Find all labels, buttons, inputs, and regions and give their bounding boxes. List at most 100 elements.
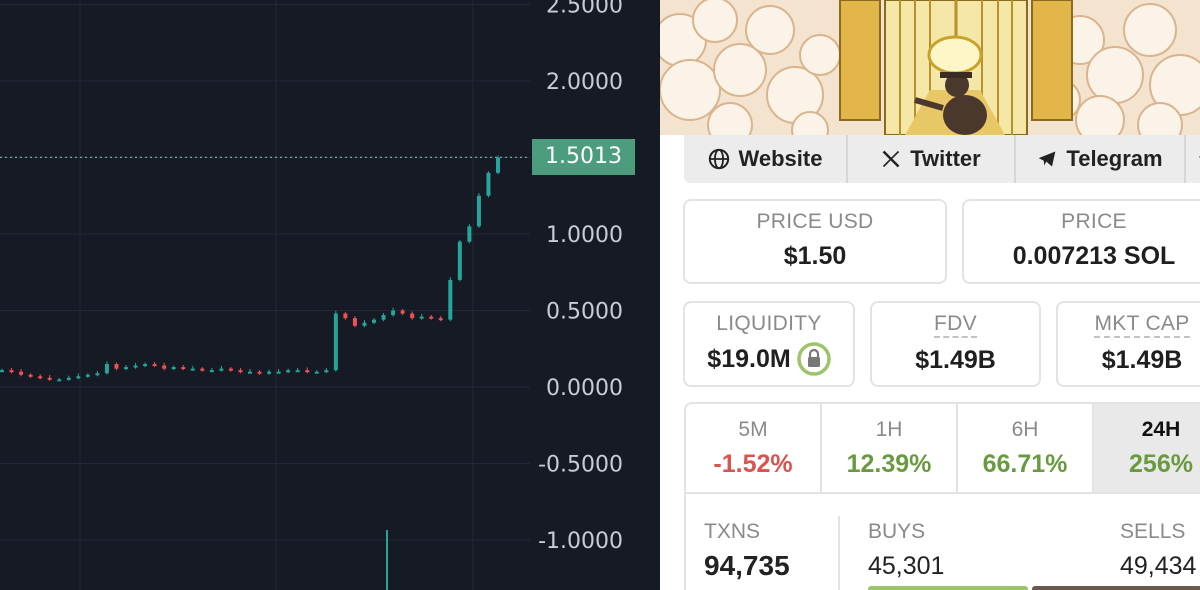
price-sol-label: PRICE bbox=[1061, 210, 1127, 233]
candle-body bbox=[28, 374, 33, 377]
candle-body bbox=[362, 322, 367, 326]
candle-body bbox=[400, 310, 405, 314]
fdv-label[interactable]: FDV bbox=[934, 312, 977, 338]
price-tick-label: -0.5000 bbox=[538, 453, 623, 478]
website-label: Website bbox=[738, 146, 823, 171]
candle-body bbox=[257, 371, 262, 374]
telegram-label: Telegram bbox=[1066, 146, 1163, 171]
mkt-cap-label[interactable]: MKT CAP bbox=[1094, 312, 1190, 338]
candle-body bbox=[438, 318, 443, 321]
chart-canvas[interactable]: 2.50002.00001.50001.00000.50000.0000-0.5… bbox=[0, 0, 660, 590]
buys-label: BUYS bbox=[868, 520, 926, 543]
candle-body bbox=[333, 313, 338, 371]
fdv-value: $1.49B bbox=[915, 346, 996, 374]
candle-body bbox=[76, 376, 81, 379]
candle-body bbox=[152, 364, 157, 367]
candle-body bbox=[228, 368, 233, 371]
candle-body bbox=[381, 315, 386, 320]
period-change: 66.71% bbox=[982, 450, 1068, 478]
candle-body bbox=[219, 368, 224, 371]
candle-body bbox=[343, 313, 348, 319]
period-label: 5M bbox=[738, 418, 768, 441]
price-sol-value: 0.007213 SOL bbox=[1012, 242, 1176, 270]
candle-body bbox=[324, 370, 329, 373]
candle-body bbox=[95, 373, 100, 376]
lock-icon[interactable] bbox=[796, 342, 831, 376]
candle-body bbox=[200, 368, 205, 371]
last-price-tag: 1.5013 bbox=[532, 139, 635, 176]
liquidity-card: LIQUIDITY $19.0M bbox=[683, 301, 855, 387]
candle-body bbox=[267, 371, 272, 374]
period-label: 1H bbox=[875, 418, 903, 441]
divider bbox=[838, 516, 840, 590]
candle-body bbox=[314, 371, 319, 374]
sells-value: 49,434 bbox=[1120, 552, 1197, 580]
candle-body bbox=[124, 367, 128, 370]
candle-body bbox=[248, 371, 252, 374]
price-tick-label: 1.0000 bbox=[546, 223, 623, 248]
candle-body bbox=[162, 365, 167, 369]
more-links-button[interactable] bbox=[1186, 135, 1200, 183]
price-usd-card: PRICE USD $1.50 bbox=[683, 199, 947, 284]
buys-bar bbox=[868, 586, 1028, 590]
sells-bar bbox=[1032, 586, 1200, 590]
tab-24h[interactable]: 24H 256% bbox=[1094, 404, 1200, 492]
candle-body bbox=[0, 370, 4, 373]
sells-label: SELLS bbox=[1120, 520, 1186, 543]
candle-body bbox=[38, 376, 43, 379]
candle-body bbox=[104, 364, 109, 374]
tab-6h[interactable]: 6H 66.71% bbox=[958, 404, 1094, 492]
price-chart[interactable]: 2.50002.00001.50001.00000.50000.0000-0.5… bbox=[0, 0, 660, 590]
token-info-panel: Website Twitter Telegram PRICE USD $1.50… bbox=[660, 0, 1200, 590]
fdv-card: FDV $1.49B bbox=[870, 301, 1041, 387]
price-tick-label: 2.5000 bbox=[546, 0, 623, 19]
candle-body bbox=[209, 370, 214, 373]
twitter-label: Twitter bbox=[910, 146, 981, 171]
price-usd-label: PRICE USD bbox=[756, 210, 874, 233]
price-tick-label: 0.0000 bbox=[546, 376, 623, 401]
candle-body bbox=[143, 364, 148, 367]
candle-body bbox=[419, 316, 424, 319]
buys-value: 45,301 bbox=[868, 552, 945, 580]
candle-body bbox=[295, 370, 300, 373]
candle-body bbox=[9, 370, 14, 373]
candle-body bbox=[57, 379, 62, 382]
candle-body bbox=[391, 310, 396, 316]
globe-icon bbox=[708, 148, 729, 170]
candle-body bbox=[133, 365, 138, 368]
txns-value: 94,735 bbox=[704, 550, 790, 581]
candle-body bbox=[66, 377, 71, 380]
candle-body bbox=[276, 371, 281, 374]
candle-body bbox=[410, 313, 415, 319]
candle-body bbox=[448, 279, 453, 320]
candle-body bbox=[476, 195, 481, 227]
candlestick-series bbox=[0, 155, 500, 590]
candle-body bbox=[190, 368, 195, 371]
candle-body bbox=[305, 370, 310, 373]
period-change: 256% bbox=[1129, 450, 1193, 478]
liquidity-value: $19.0M bbox=[707, 344, 791, 373]
price-tick-label: 2.0000 bbox=[546, 70, 623, 95]
candle-body bbox=[352, 318, 357, 326]
candle-body bbox=[85, 374, 90, 377]
chart-grid bbox=[0, 0, 530, 590]
telegram-button[interactable]: Telegram bbox=[1016, 135, 1186, 183]
candle-body bbox=[429, 316, 434, 319]
period-label: 6H bbox=[1011, 418, 1039, 441]
token-banner-image bbox=[660, 0, 1200, 135]
x-logo-icon bbox=[882, 150, 900, 168]
price-change-tabs: 5M -1.52% 1H 12.39% 6H 66.71% 24H 256% bbox=[684, 402, 1200, 494]
price-usd-value: $1.50 bbox=[783, 242, 847, 270]
candle-body bbox=[457, 241, 462, 280]
candle-body bbox=[467, 226, 472, 242]
tab-1h[interactable]: 1H 12.39% bbox=[822, 404, 958, 492]
twitter-button[interactable]: Twitter bbox=[848, 135, 1016, 183]
candle-body bbox=[19, 371, 24, 375]
candle-body bbox=[372, 319, 376, 323]
candle-body bbox=[114, 364, 119, 369]
mkt-cap-card: MKT CAP $1.49B bbox=[1056, 301, 1200, 387]
website-button[interactable]: Website bbox=[684, 135, 848, 183]
social-links-bar: Website Twitter Telegram bbox=[684, 135, 1200, 183]
tab-5m[interactable]: 5M -1.52% bbox=[686, 404, 822, 492]
candle-body bbox=[47, 377, 52, 380]
